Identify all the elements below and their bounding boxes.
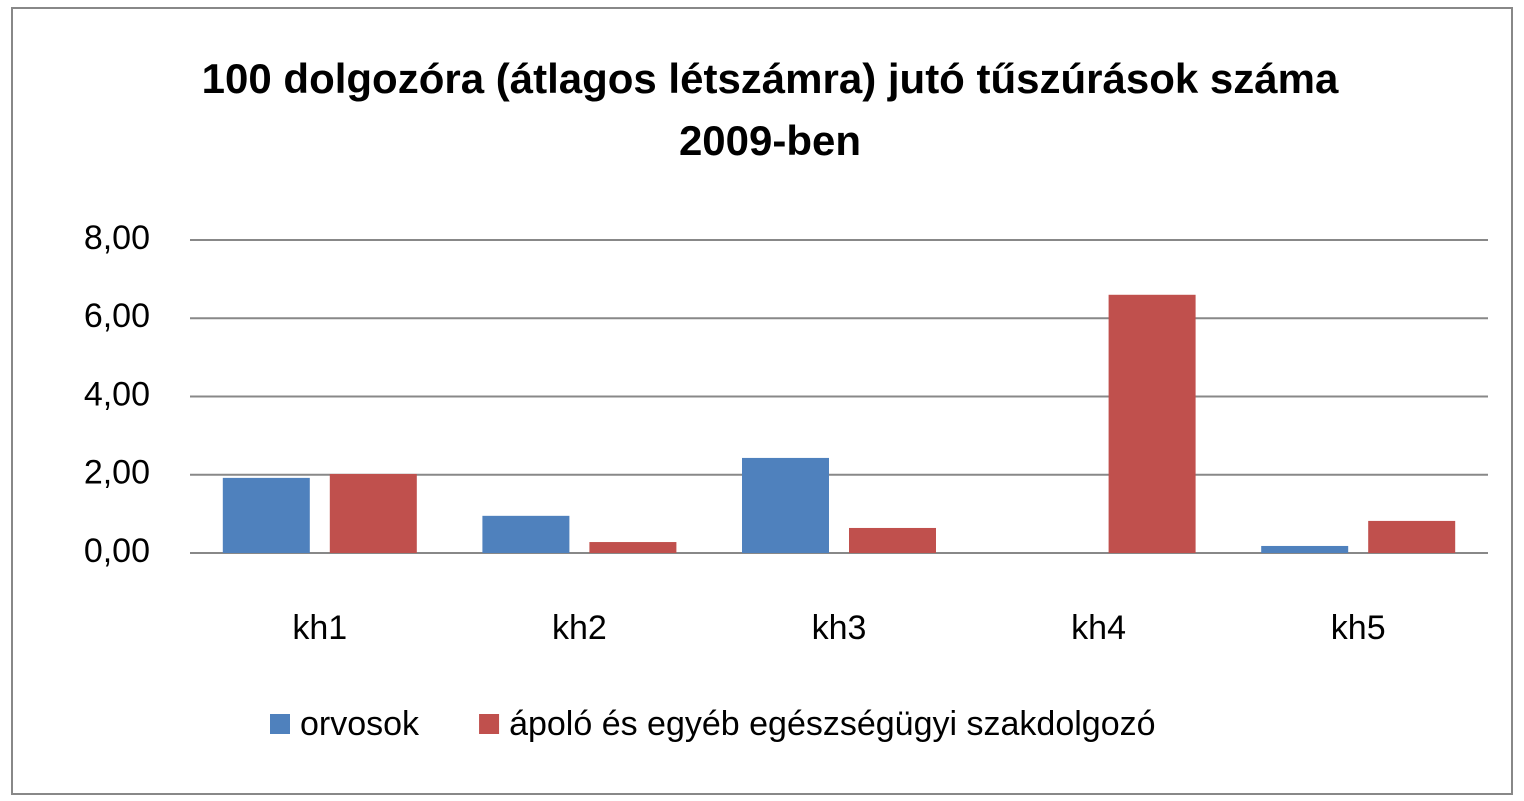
bar <box>1108 294 1196 553</box>
bar <box>222 477 310 553</box>
x-tick-label: kh5 <box>1331 609 1386 647</box>
legend-label: ápoló és egyéb egészségügyi szakdolgozó <box>509 705 1155 743</box>
chart-border <box>11 7 1513 795</box>
legend-swatch <box>479 714 500 734</box>
chart-title: 100 dolgozóra (átlagos létszámra) jutó t… <box>201 55 1339 164</box>
y-tick-label: 4,00 <box>84 375 150 413</box>
bar <box>742 457 829 553</box>
x-tick-label: kh3 <box>812 609 867 647</box>
legend-swatch <box>270 714 290 734</box>
x-tick-label: kh1 <box>292 609 347 647</box>
x-tick-label: kh2 <box>552 609 607 647</box>
bar <box>482 515 570 553</box>
y-tick-label: 0,00 <box>84 532 150 570</box>
legend-label: orvosok <box>300 705 420 743</box>
y-tick-label: 6,00 <box>84 297 150 335</box>
bar <box>1368 520 1456 553</box>
y-tick-label: 2,00 <box>84 454 150 492</box>
bar <box>1261 545 1349 553</box>
bar <box>329 473 417 553</box>
bar <box>849 527 936 553</box>
x-tick-label: kh4 <box>1071 609 1126 647</box>
bar <box>589 542 677 553</box>
y-tick-label: 8,00 <box>84 219 150 257</box>
